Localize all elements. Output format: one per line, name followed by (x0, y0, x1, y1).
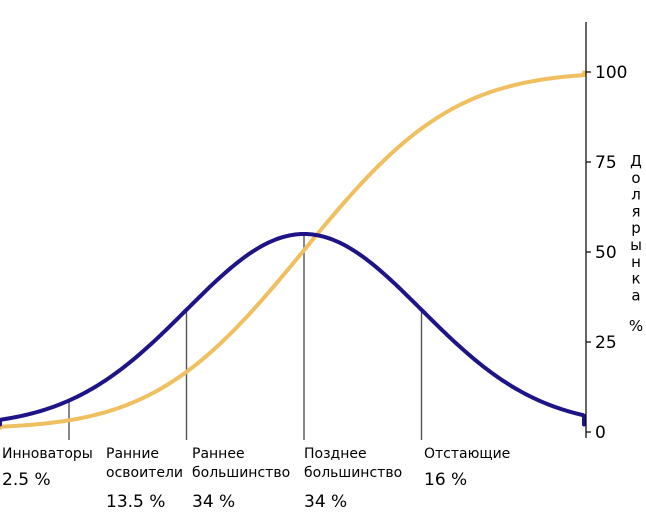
y-tick-label-0: 0 (595, 423, 606, 443)
adoption-bell-curve (0, 231, 586, 427)
y-axis-title-letter: о (631, 169, 640, 187)
segment-percent: 34 % (304, 492, 347, 512)
segment-name-line: Отстающие (424, 446, 510, 462)
segment-name-line: большинство (304, 465, 402, 481)
segment-label-4: Позднее большинство 34 % (304, 446, 402, 512)
y-tick-label-100: 100 (595, 63, 627, 83)
y-axis-title-letter: % (629, 317, 643, 335)
y-axis-title-letter: а (631, 286, 640, 304)
segment-percent: 34 % (192, 492, 235, 512)
y-tick-label-75: 75 (595, 153, 617, 173)
y-axis-ticks: 0 25 50 75 100 (586, 63, 627, 443)
y-axis-title-letter: к (631, 270, 640, 288)
segment-name-line: Ранние (106, 446, 159, 462)
y-axis-title-letter: ы (630, 236, 642, 254)
segment-name-line: Позднее (304, 446, 367, 462)
segment-name-line: большинство (192, 465, 290, 481)
segment-percent: 16 % (424, 470, 467, 490)
segment-label-3: Раннее большинство 34 % (192, 446, 290, 512)
y-axis-title-letter: р (631, 219, 641, 237)
y-axis-title-letter: л (631, 186, 641, 204)
segment-name-line: освоители (106, 465, 183, 481)
y-tick-label-50: 50 (595, 243, 617, 263)
segment-name-line: Раннее (192, 446, 245, 462)
segment-label-1: Инноваторы 2.5 % (2, 446, 93, 490)
y-axis-title-letter: я (631, 202, 640, 220)
segment-percent: 2.5 % (2, 470, 51, 490)
y-axis-title-letter: н (631, 253, 641, 271)
y-axis-title-letter: Д (630, 152, 642, 170)
segment-label-5: Отстающие 16 % (424, 446, 510, 490)
segment-name-line: Инноваторы (2, 446, 93, 462)
cumulative-market-share-curve (0, 70, 586, 430)
segment-label-2: Ранние освоители 13.5 % (106, 446, 183, 512)
segment-percent: 13.5 % (106, 492, 165, 512)
y-tick-label-25: 25 (595, 333, 617, 353)
segment-dividers (68, 234, 423, 440)
